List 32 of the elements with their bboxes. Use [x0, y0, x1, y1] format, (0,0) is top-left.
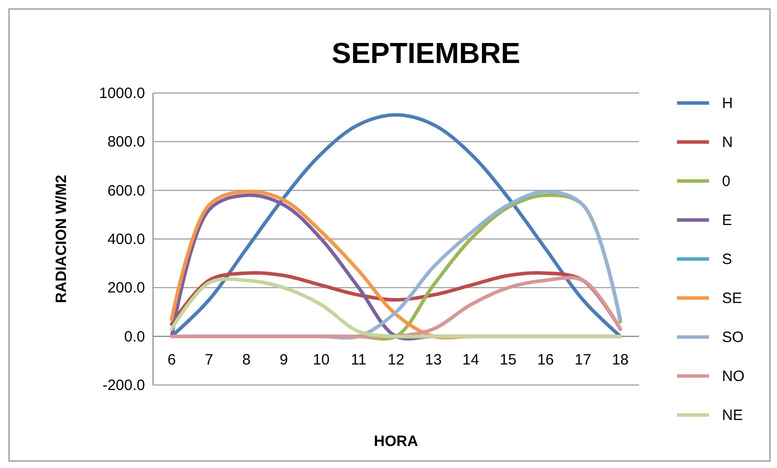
chart-title: SEPTIEMBRE [332, 38, 520, 70]
x-tick-label: 7 [204, 351, 214, 368]
y-tick-label: -200.0 [102, 377, 145, 394]
x-tick-label: 13 [425, 351, 442, 368]
legend-label: NE [722, 407, 743, 424]
x-tick-label: 17 [574, 351, 592, 368]
legend-label: NO [722, 368, 744, 385]
legend-label: SO [722, 329, 744, 346]
y-tick-label: 0.0 [124, 328, 145, 346]
legend-label: H [722, 95, 733, 112]
x-tick-label: 18 [612, 351, 629, 368]
y-tick-label: 1000.0 [99, 85, 145, 102]
x-tick-label: 15 [500, 351, 516, 368]
x-tick-label: 16 [537, 351, 554, 368]
x-tick-label: 9 [280, 351, 288, 368]
y-tick-label: 600.0 [107, 182, 145, 200]
y-axis-title: RADIACION W/M2 [53, 174, 70, 304]
x-tick-label: 6 [168, 351, 176, 368]
x-tick-label: 10 [312, 351, 330, 368]
x-tick-label: 11 [350, 351, 366, 368]
legend-label: S [722, 251, 732, 268]
x-tick-label: 8 [242, 351, 251, 368]
legend-label: 0 [722, 173, 730, 190]
y-tick-label: 400.0 [107, 231, 145, 248]
x-axis-title: HORA [374, 433, 418, 450]
x-tick-label: 14 [462, 351, 480, 368]
x-tick-label: 12 [388, 351, 404, 368]
y-tick-label: 200.0 [107, 280, 145, 297]
legend-label: N [722, 134, 733, 151]
legend-label: E [722, 212, 732, 229]
legend-label: SE [722, 290, 742, 307]
y-tick-label: 800.0 [107, 134, 145, 151]
